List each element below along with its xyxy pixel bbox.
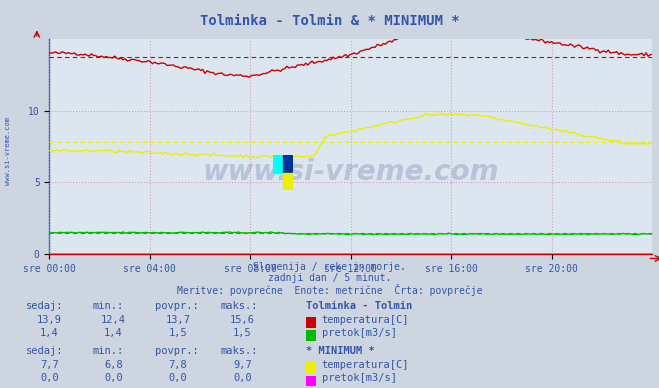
Text: 0,0: 0,0 (233, 373, 252, 383)
Text: min.:: min.: (92, 301, 123, 311)
Text: www.si-vreme.com: www.si-vreme.com (203, 158, 499, 186)
Text: maks.:: maks.: (221, 301, 258, 311)
Text: www.si-vreme.com: www.si-vreme.com (5, 117, 11, 185)
Text: 13,9: 13,9 (37, 315, 62, 325)
Text: 13,7: 13,7 (165, 315, 190, 325)
Text: povpr.:: povpr.: (155, 346, 198, 356)
Text: povpr.:: povpr.: (155, 301, 198, 311)
Text: sedaj:: sedaj: (26, 346, 64, 356)
Text: min.:: min.: (92, 346, 123, 356)
Text: 7,7: 7,7 (40, 360, 59, 370)
Text: 1,4: 1,4 (104, 328, 123, 338)
Bar (283, 173, 293, 190)
Text: 9,7: 9,7 (233, 360, 252, 370)
Text: sedaj:: sedaj: (26, 301, 64, 311)
Text: zadnji dan / 5 minut.: zadnji dan / 5 minut. (268, 273, 391, 283)
Bar (273, 155, 283, 173)
Text: 6,8: 6,8 (104, 360, 123, 370)
Text: temperatura[C]: temperatura[C] (322, 360, 409, 370)
Text: Tolminka - Tolmin & * MINIMUM *: Tolminka - Tolmin & * MINIMUM * (200, 14, 459, 28)
Text: pretok[m3/s]: pretok[m3/s] (322, 373, 397, 383)
Text: * MINIMUM *: * MINIMUM * (306, 346, 375, 356)
Text: 1,5: 1,5 (233, 328, 252, 338)
Text: temperatura[C]: temperatura[C] (322, 315, 409, 325)
Text: pretok[m3/s]: pretok[m3/s] (322, 328, 397, 338)
Text: 0,0: 0,0 (40, 373, 59, 383)
Text: maks.:: maks.: (221, 346, 258, 356)
Bar (283, 155, 293, 173)
Text: 1,5: 1,5 (169, 328, 187, 338)
Text: Slovenija / reke in morje.: Slovenija / reke in morje. (253, 262, 406, 272)
Text: 12,4: 12,4 (101, 315, 126, 325)
Text: Meritve: povprečne  Enote: metrične  Črta: povprečje: Meritve: povprečne Enote: metrične Črta:… (177, 284, 482, 296)
Text: Tolminka - Tolmin: Tolminka - Tolmin (306, 301, 413, 311)
Text: 15,6: 15,6 (230, 315, 255, 325)
Text: 7,8: 7,8 (169, 360, 187, 370)
Text: 0,0: 0,0 (104, 373, 123, 383)
Text: 1,4: 1,4 (40, 328, 59, 338)
Text: 0,0: 0,0 (169, 373, 187, 383)
